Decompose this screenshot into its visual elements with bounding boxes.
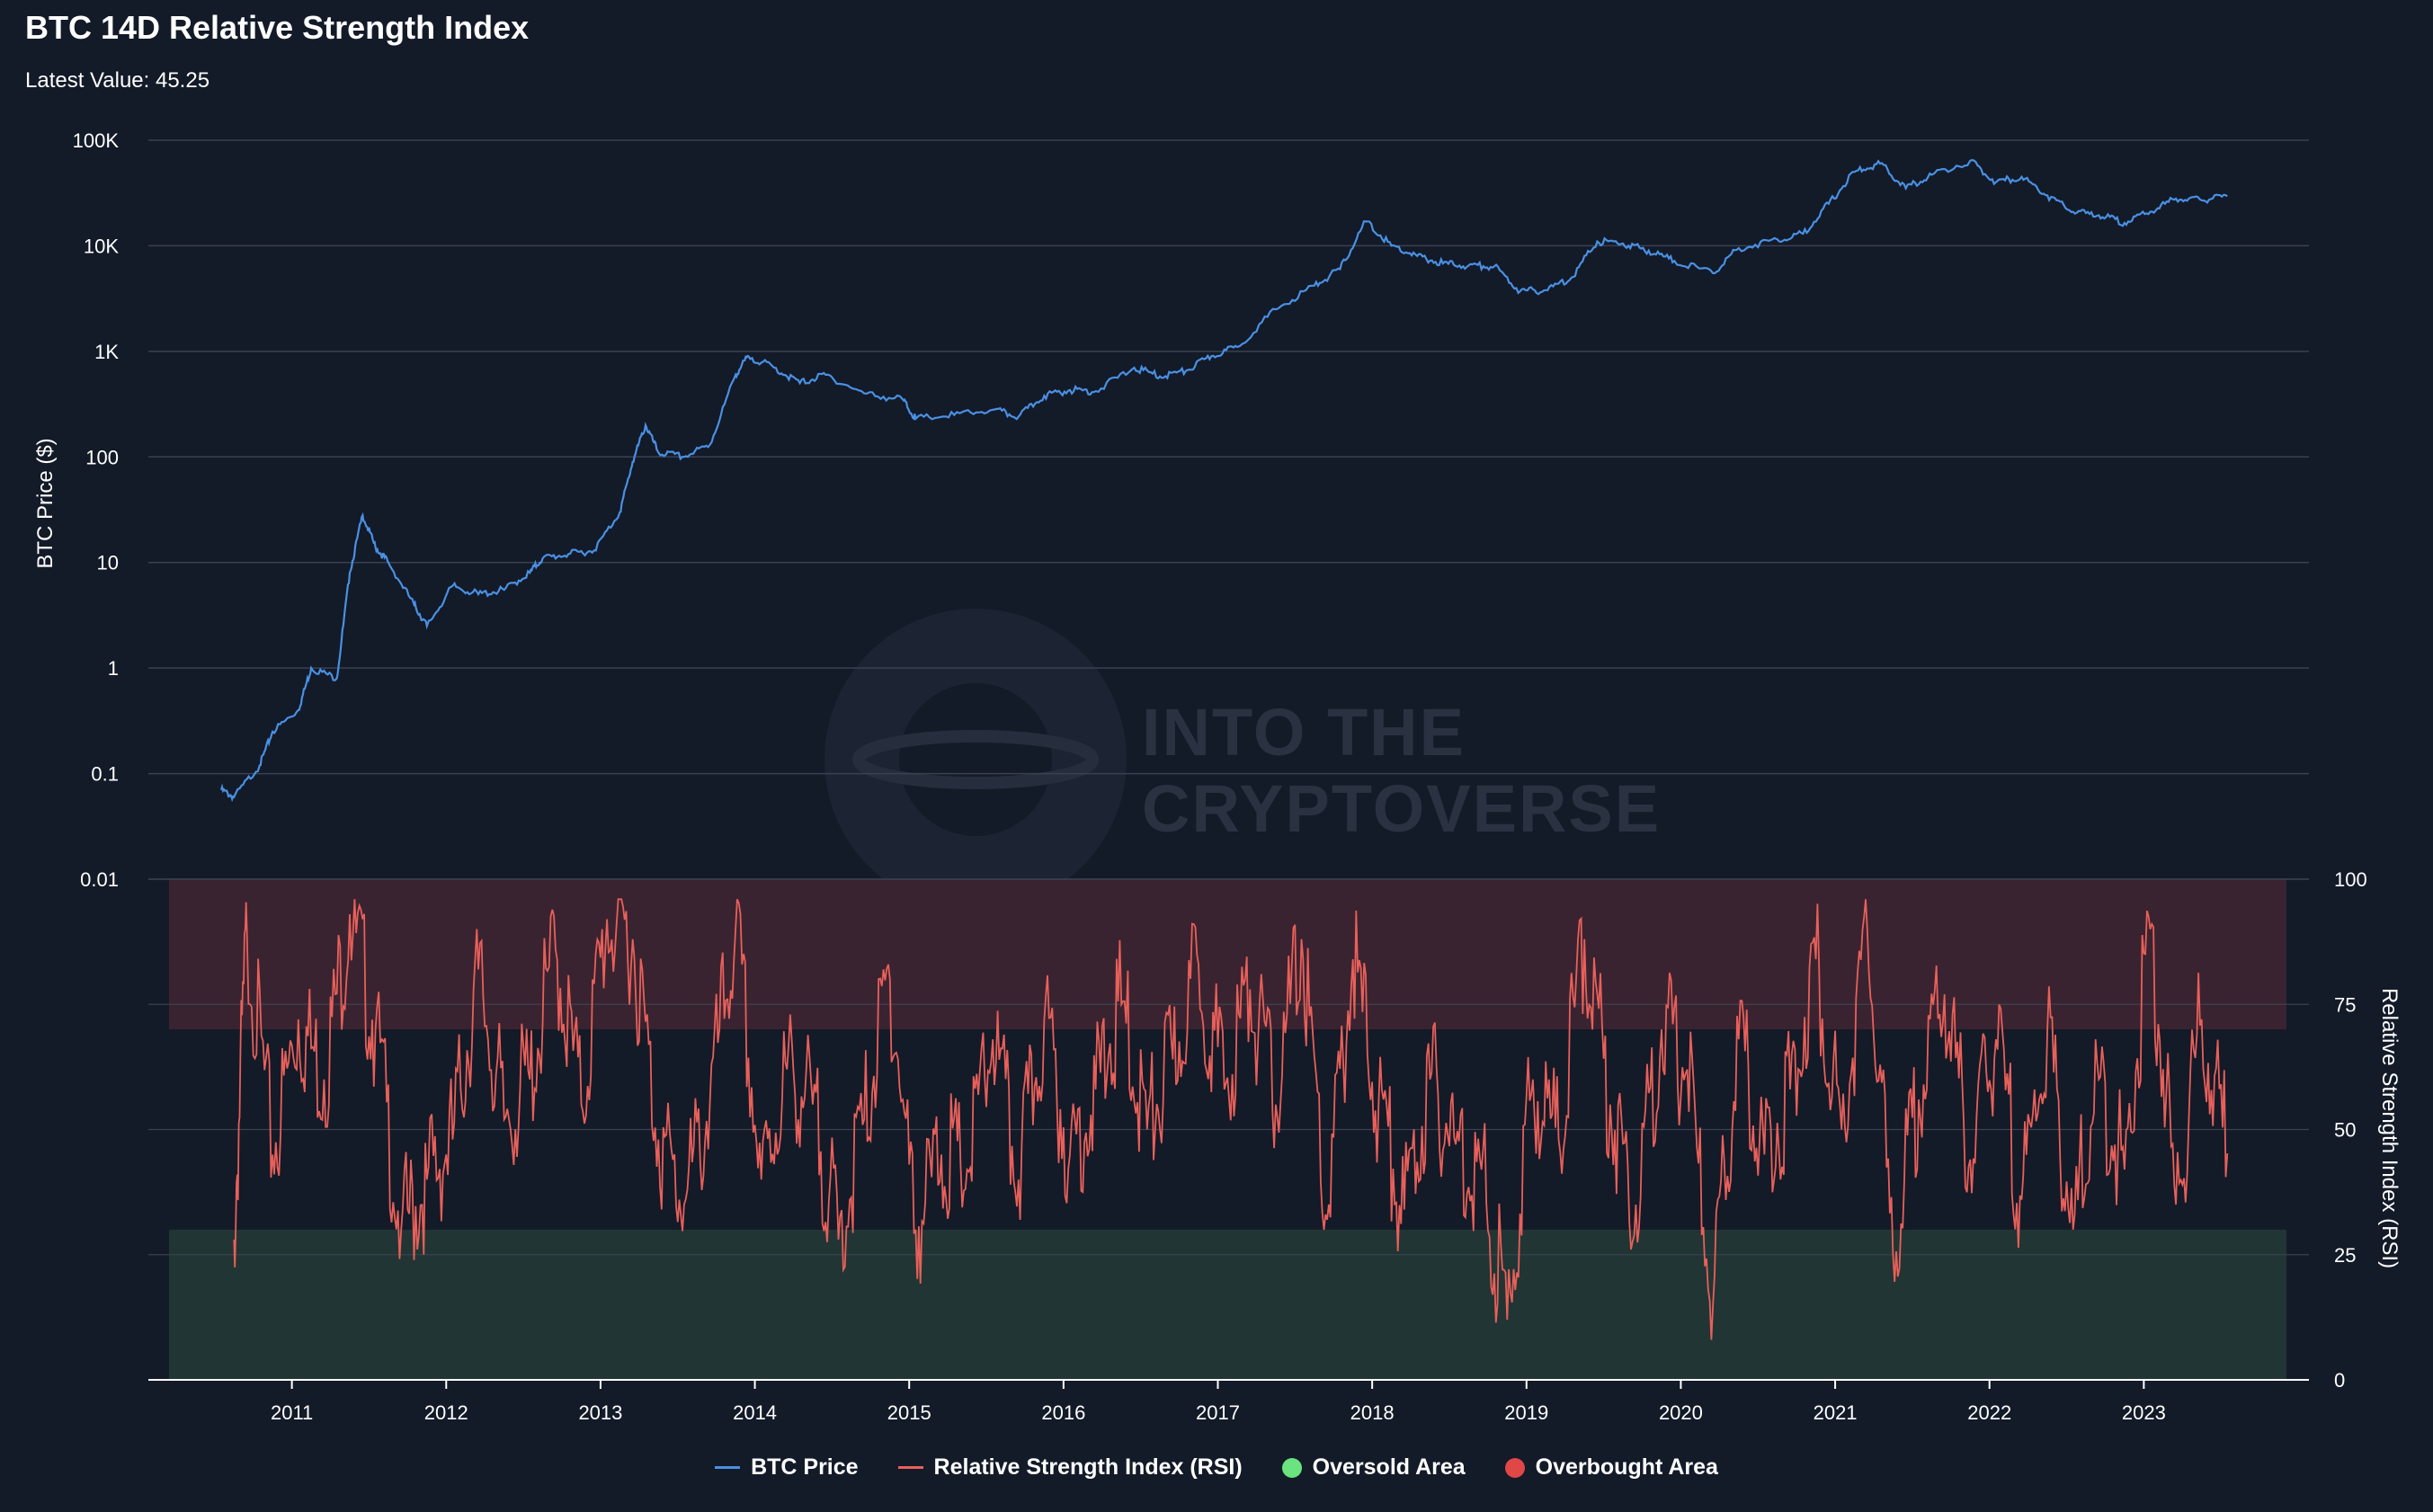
price-tick-label: 100K (73, 129, 120, 152)
watermark-line1: INTO THE (1142, 695, 1466, 769)
latest-value: Latest Value: 45.25 (25, 68, 210, 93)
rsi-axis-title: Relative Strength Index (RSI) (2377, 988, 2402, 1268)
x-tick-label: 2017 (1196, 1401, 1240, 1424)
legend-dot-icon (1281, 1457, 1302, 1478)
price-tick-label: 1K (94, 341, 119, 363)
oversold-band (169, 1229, 2286, 1380)
x-tick-label: 2016 (1041, 1401, 1085, 1424)
rsi-tick-label: 75 (2334, 993, 2356, 1016)
rsi-line (233, 898, 2229, 1340)
price-tick-label: 0.01 (80, 868, 119, 891)
rsi-tick-label: 50 (2334, 1119, 2356, 1142)
legend-dot-icon (1504, 1457, 1525, 1478)
price-axis-title: BTC Price ($) (33, 438, 58, 568)
x-tick-label: 2011 (271, 1401, 313, 1424)
x-tick-label: 2019 (1504, 1401, 1548, 1424)
x-tick-label: 2022 (1967, 1401, 2011, 1424)
legend: BTC Price Relative Strength Index (RSI) Ov… (0, 1454, 2433, 1481)
overbought-band (169, 879, 2286, 1030)
legend-line-icon (715, 1466, 741, 1469)
x-tick-label: 2015 (887, 1401, 931, 1424)
watermark: INTO THE CRYPTOVERSE (824, 609, 1661, 911)
rsi-tick-label: 25 (2334, 1244, 2356, 1267)
btc-price-line (219, 158, 2228, 803)
price-tick-label: 1 (108, 657, 119, 680)
legend-label: Oversold Area (1312, 1454, 1466, 1480)
legend-line-icon (897, 1466, 923, 1469)
x-tick-label: 2018 (1350, 1401, 1395, 1424)
legend-item[interactable]: BTC Price (715, 1454, 859, 1481)
x-tick-label: 2013 (578, 1401, 622, 1424)
x-tick-label: 2023 (2122, 1401, 2166, 1424)
legend-label: Relative Strength Index (RSI) (933, 1454, 1243, 1480)
x-tick-label: 2012 (424, 1401, 468, 1424)
price-tick-label: 10K (84, 235, 119, 257)
price-tick-label: 0.1 (91, 763, 119, 786)
price-tick-label: 10 (97, 552, 119, 574)
x-tick-label: 2021 (1814, 1401, 1858, 1424)
rsi-tick-label: 0 (2334, 1369, 2345, 1392)
chart-title: BTC 14D Relative Strength Index (25, 9, 530, 46)
x-tick-label: 2014 (733, 1401, 777, 1424)
x-tick-label: 2020 (1659, 1401, 1703, 1424)
rsi-tick-label: 100 (2334, 868, 2367, 891)
watermark-line2: CRYPTOVERSE (1142, 771, 1661, 846)
legend-item[interactable]: Oversold Area (1281, 1454, 1466, 1481)
legend-item[interactable]: Overbought Area (1504, 1454, 1718, 1481)
price-tick-label: 100 (85, 446, 119, 468)
legend-label: BTC Price (751, 1454, 859, 1480)
legend-label: Overbought Area (1535, 1454, 1718, 1480)
legend-item[interactable]: Relative Strength Index (RSI) (897, 1454, 1243, 1481)
